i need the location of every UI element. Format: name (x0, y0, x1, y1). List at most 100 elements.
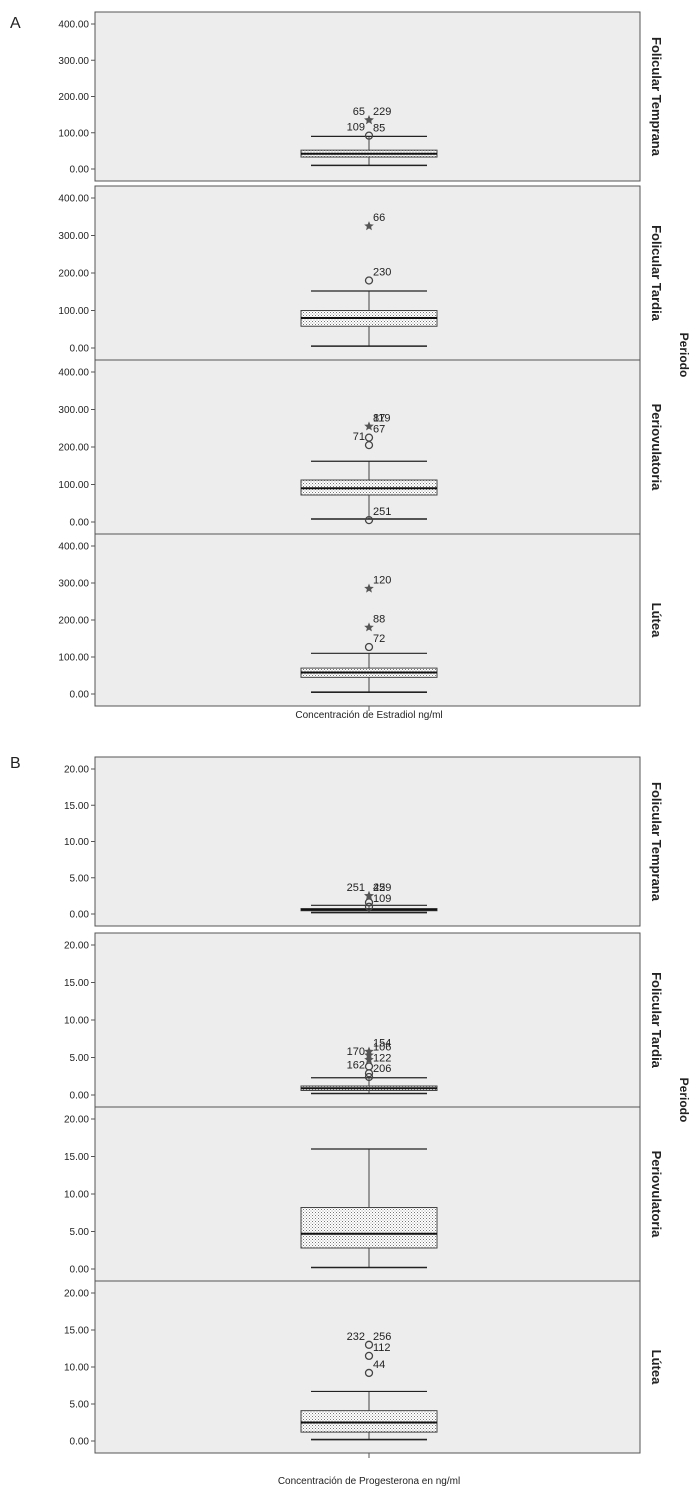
outlier-star (364, 1050, 374, 1060)
y-tick-label: 20.00 (64, 941, 89, 952)
y-tick-label: 0.00 (70, 690, 90, 701)
facet-panel: 0.00 5.00 10.00 15.00 20.00 Folicular Tempran… (64, 756, 664, 927)
outlier-circle (364, 1351, 374, 1361)
outlier-label: 88 (373, 613, 385, 625)
box-plot (300, 1077, 438, 1095)
outlier-star (364, 115, 374, 125)
outlier-star (364, 1054, 374, 1064)
outlier-circle (364, 131, 374, 140)
facet-label: Folicular Tardia (649, 972, 664, 1069)
facet-background (94, 359, 641, 535)
outlier-circle (364, 276, 374, 285)
facet-label: Folicular Temprana (649, 782, 664, 902)
outlier-star (364, 583, 374, 593)
outlier-label: 229 (373, 882, 391, 894)
outlier-circle (364, 1072, 374, 1082)
y-tick-label: 10.00 (64, 1363, 89, 1374)
outlier-label: 119 (373, 412, 391, 424)
y-tick-label: 15.00 (64, 1326, 89, 1337)
outlier-label: 229 (373, 106, 391, 118)
y-tick-label: 5.00 (70, 1400, 90, 1411)
box-plot (300, 290, 438, 347)
facet-background (94, 756, 641, 927)
y-tick-label: 0.00 (70, 1437, 90, 1448)
chart-panel-a: A 0.00 100.00 200.00 300.00 400.00 Folicular T… (10, 11, 691, 721)
box-plot (300, 652, 438, 693)
y-tick-label: 100.00 (58, 306, 89, 317)
outlier-star (364, 890, 374, 900)
box-plot (300, 1390, 438, 1441)
chart-panel-b: B 0.00 5.00 10.00 15.00 20.00 Folicular Tempra… (10, 755, 691, 1487)
facet-background (94, 185, 641, 361)
facet-panel: 0.00 100.00 200.00 300.00 400.00 Folicular Te… (58, 11, 664, 182)
y-tick-label: 400.00 (58, 194, 89, 205)
y-tick-label: 0.00 (70, 518, 90, 529)
y-tick-label: 300.00 (58, 579, 89, 590)
y-tick-label: 100.00 (58, 653, 89, 664)
outlier-circle (364, 1062, 374, 1071)
y-tick-label: 300.00 (58, 405, 89, 416)
y-tick-label: 15.00 (64, 978, 89, 989)
outlier-label: 251 (373, 506, 391, 518)
y-tick-label: 0.00 (70, 165, 90, 176)
outlier-label: 85 (373, 122, 385, 134)
outlier-circle (364, 898, 374, 907)
x-axis-title: Concentración de Estradiol ng/ml (295, 710, 442, 721)
outlier-label: 45 (373, 882, 385, 894)
facet-label: Folicular Temprana (649, 37, 664, 157)
facet-panel: 0.00 100.00 200.00 300.00 400.00 Lútea 72 88 120 (58, 533, 664, 707)
y-tick-label: 400.00 (58, 368, 89, 379)
outlier-star (364, 221, 374, 231)
outlier-label: 67 (373, 424, 385, 436)
panel-letter: A (10, 15, 21, 32)
outlier-label: 71 (353, 431, 365, 443)
facet-panel: 0.00 100.00 200.00 300.00 400.00 Periovulator… (58, 359, 664, 535)
outlier-label: 109 (373, 893, 391, 905)
outlier-label: 230 (373, 267, 391, 279)
y-tick-label: 0.00 (70, 344, 90, 355)
y-tick-label: 300.00 (58, 231, 89, 242)
facet-label: Folicular Tardia (649, 225, 664, 322)
y-tick-label: 10.00 (64, 1190, 89, 1201)
facet-background (94, 1106, 641, 1282)
facet-group-title: Periodo (677, 1078, 691, 1123)
outlier-label: 65 (353, 106, 365, 118)
y-tick-label: 10.00 (64, 837, 89, 848)
y-tick-label: 400.00 (58, 542, 89, 553)
y-tick-label: 5.00 (70, 873, 90, 884)
outlier-circle (364, 1368, 374, 1378)
outlier-label: 112 (373, 1342, 391, 1354)
y-tick-label: 0.00 (70, 1265, 90, 1276)
outlier-label: 170 (347, 1046, 365, 1058)
y-tick-label: 10.00 (64, 1016, 89, 1027)
facet-panel: 0.00 5.00 10.00 15.00 20.00 Folicular Tardia 2… (64, 932, 664, 1108)
outlier-label: 256 (373, 1331, 391, 1343)
outlier-label: 44 (373, 1359, 385, 1371)
y-tick-label: 5.00 (70, 1227, 90, 1238)
facet-label: Periovulatoria (649, 1151, 664, 1238)
outlier-circle (364, 1340, 374, 1349)
facet-group-title: Periodo (677, 333, 691, 378)
outlier-label: 109 (347, 122, 365, 134)
outlier-circle (364, 515, 374, 525)
facet-background (94, 533, 641, 707)
outlier-label: 232 (347, 1331, 365, 1343)
y-tick-label: 0.00 (70, 1091, 90, 1102)
outlier-label: 206 (373, 1063, 391, 1075)
y-tick-label: 200.00 (58, 443, 89, 454)
outlier-star (364, 1046, 374, 1056)
facet-background (94, 932, 641, 1108)
outlier-label: 162 (347, 1059, 365, 1071)
outlier-label: 251 (347, 882, 365, 894)
y-tick-label: 20.00 (64, 1115, 89, 1126)
y-tick-label: 20.00 (64, 765, 89, 776)
outlier-star (364, 421, 374, 431)
outlier-label: 120 (373, 575, 391, 587)
facet-label: Lútea (649, 603, 664, 638)
y-tick-label: 300.00 (58, 56, 89, 67)
y-tick-label: 400.00 (58, 20, 89, 31)
facet-panel: 0.00 5.00 10.00 15.00 20.00 Periovulatoria (64, 1106, 664, 1282)
y-tick-label: 100.00 (58, 480, 89, 491)
outlier-label: 87 (373, 412, 385, 424)
